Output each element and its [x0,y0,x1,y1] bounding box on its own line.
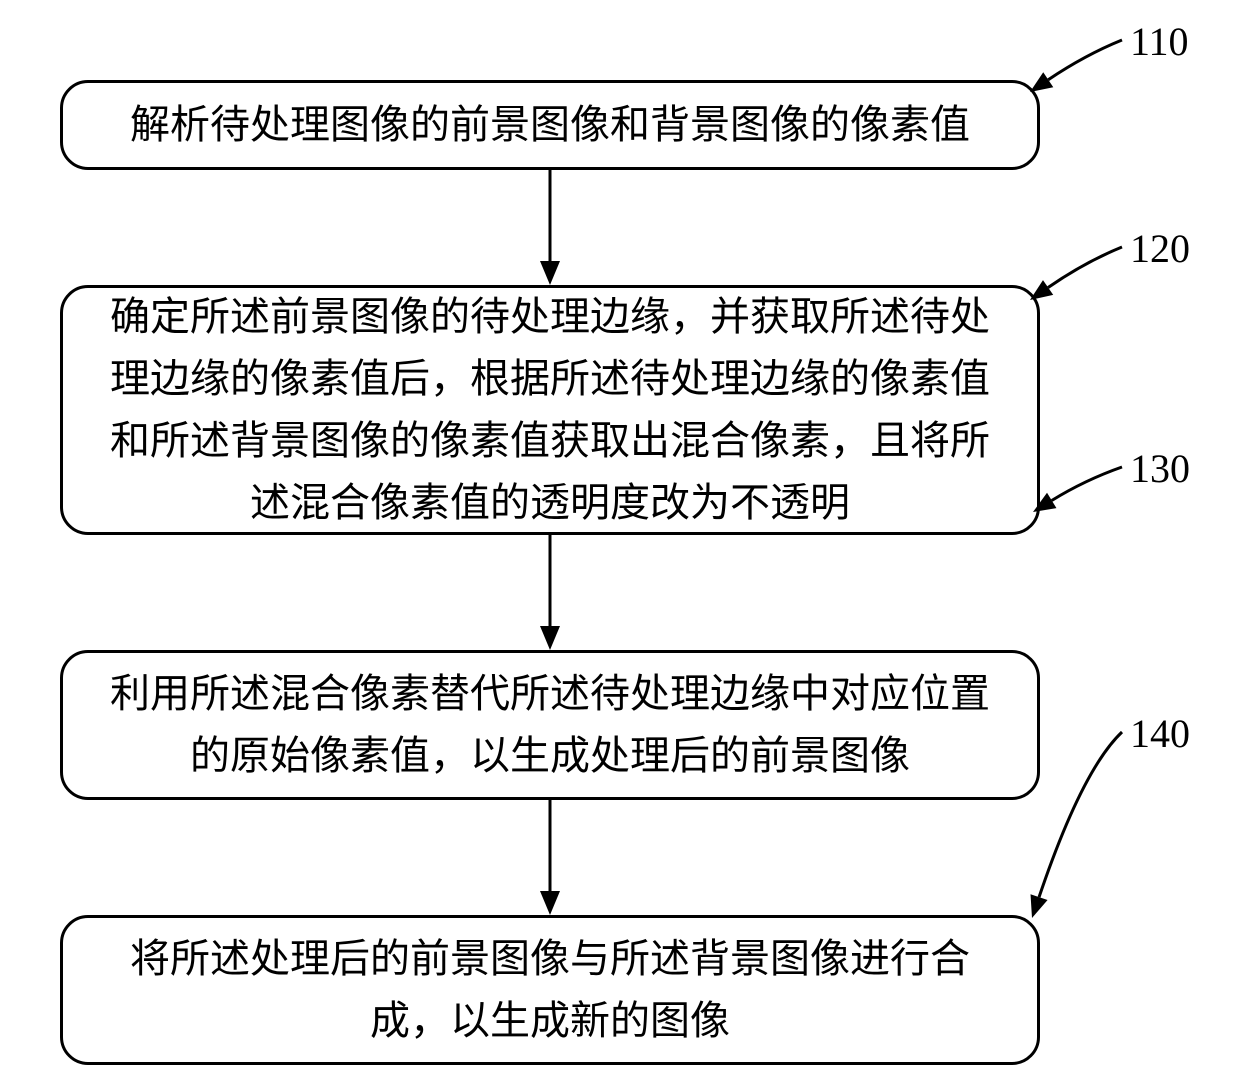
step-label-130: 130 [1130,445,1190,492]
flow-node-1-text: 解析待处理图像的前景图像和背景图像的像素值 [130,94,970,156]
flow-node-2: 确定所述前景图像的待处理边缘，并获取所述待处理边缘的像素值后，根据所述待处理边缘… [60,285,1040,535]
flow-node-2-text: 确定所述前景图像的待处理边缘，并获取所述待处理边缘的像素值后，根据所述待处理边缘… [93,286,1007,534]
flow-node-4-text: 将所述处理后的前景图像与所述背景图像进行合成，以生成新的图像 [93,928,1007,1052]
flow-node-3: 利用所述混合像素替代所述待处理边缘中对应位置的原始像素值，以生成处理后的前景图像 [60,650,1040,800]
flow-node-1: 解析待处理图像的前景图像和背景图像的像素值 [60,80,1040,170]
step-label-120: 120 [1130,225,1190,272]
step-label-110: 110 [1130,18,1189,65]
flow-node-4: 将所述处理后的前景图像与所述背景图像进行合成，以生成新的图像 [60,915,1040,1065]
step-label-140: 140 [1130,710,1190,757]
flow-node-3-text: 利用所述混合像素替代所述待处理边缘中对应位置的原始像素值，以生成处理后的前景图像 [93,663,1007,787]
flowchart-canvas: 解析待处理图像的前景图像和背景图像的像素值 确定所述前景图像的待处理边缘，并获取… [0,0,1240,1090]
